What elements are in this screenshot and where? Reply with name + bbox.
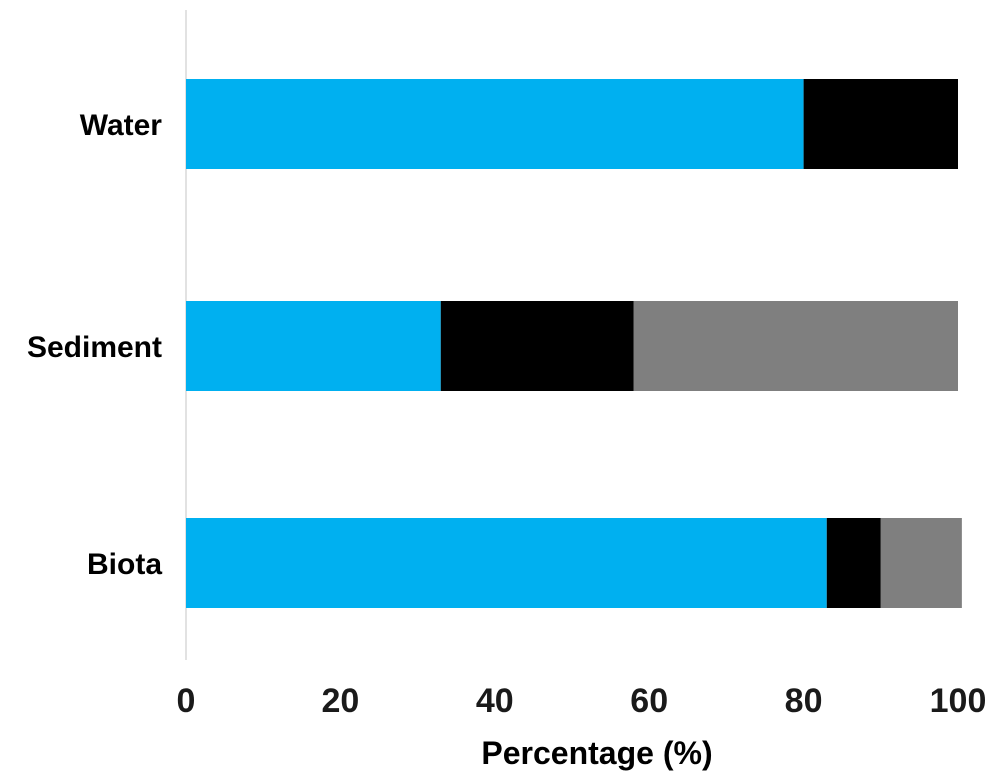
x-axis-title: Percentage (%) bbox=[481, 735, 712, 771]
bar-sediment-segment-3 bbox=[633, 301, 958, 391]
x-tick-label-40: 40 bbox=[476, 682, 514, 720]
bar-water-segment-2 bbox=[803, 79, 958, 169]
x-tick-label-60: 60 bbox=[630, 682, 668, 720]
x-tick-label-80: 80 bbox=[785, 682, 823, 720]
bar-sediment-segment-1 bbox=[186, 301, 441, 391]
x-tick-label-100: 100 bbox=[930, 682, 987, 720]
x-tick-label-0: 0 bbox=[177, 682, 196, 720]
bar-biota-segment-2 bbox=[826, 518, 881, 608]
category-label-water: Water bbox=[80, 109, 163, 142]
category-label-biota: Biota bbox=[87, 548, 162, 581]
bar-sediment-segment-2 bbox=[440, 301, 634, 391]
category-labels: Water Sediment Biota bbox=[27, 109, 162, 581]
x-tick-label-20: 20 bbox=[321, 682, 359, 720]
x-tick-labels: 0 20 40 60 80 100 bbox=[177, 682, 987, 720]
bar-biota-segment-3 bbox=[880, 518, 962, 608]
category-label-sediment: Sediment bbox=[27, 331, 162, 364]
bar-water-segment-1 bbox=[186, 79, 804, 169]
bars-layer bbox=[186, 79, 962, 608]
bar-biota-segment-1 bbox=[186, 518, 827, 608]
